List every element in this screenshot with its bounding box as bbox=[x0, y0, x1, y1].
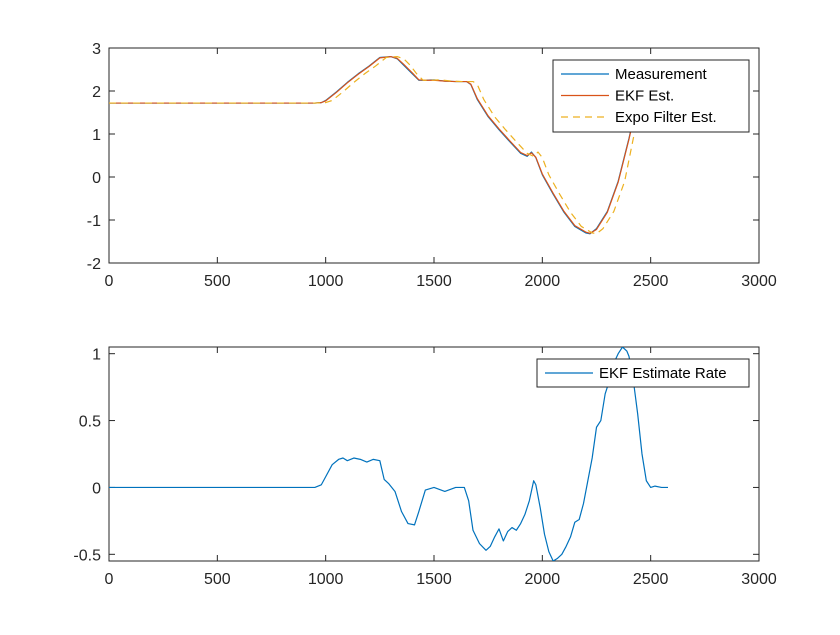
x-tick-label: 500 bbox=[204, 571, 231, 588]
y-tick-label: 1 bbox=[92, 347, 101, 364]
legend: EKF Estimate Rate bbox=[536, 358, 750, 388]
y-tick-label: 0.5 bbox=[79, 414, 101, 431]
series-line-expo-filter-est- bbox=[109, 56, 639, 235]
x-tick-label: 1000 bbox=[308, 273, 344, 290]
x-tick-label: 3000 bbox=[741, 273, 777, 290]
y-tick-label: -1 bbox=[87, 213, 101, 230]
y-tick-label: 0 bbox=[92, 170, 101, 187]
y-tick-label: -2 bbox=[87, 256, 101, 273]
x-tick-label: 2000 bbox=[525, 571, 561, 588]
x-tick-label: 1500 bbox=[416, 571, 452, 588]
y-tick-label: 0 bbox=[92, 480, 101, 497]
x-tick-label: 0 bbox=[105, 273, 114, 290]
y-tick-label: 3 bbox=[92, 41, 101, 58]
y-tick-label: -0.5 bbox=[73, 547, 101, 564]
y-tick-label: 1 bbox=[92, 127, 101, 144]
x-tick-label: 0 bbox=[105, 571, 114, 588]
y-tick-label: 2 bbox=[92, 84, 101, 101]
legend-label: EKF Est. bbox=[615, 88, 674, 105]
x-tick-label: 2000 bbox=[525, 273, 561, 290]
top-plot: 0 500 1000 1500 2000 2500 3000 -2 -1 0 1 2 3 Measurem… bbox=[87, 41, 777, 290]
x-tick-label: 2500 bbox=[633, 571, 669, 588]
x-tick-label: 3000 bbox=[741, 571, 777, 588]
legend: Measurement EKF Est. Expo Filter Est. bbox=[552, 59, 750, 133]
legend-label: Expo Filter Est. bbox=[615, 109, 717, 126]
legend-label: EKF Estimate Rate bbox=[599, 365, 727, 382]
x-tick-label: 1000 bbox=[308, 571, 344, 588]
x-tick-label: 500 bbox=[204, 273, 231, 290]
legend-label: Measurement bbox=[615, 66, 708, 83]
x-tick-label: 2500 bbox=[633, 273, 669, 290]
x-tick-label: 1500 bbox=[416, 273, 452, 290]
